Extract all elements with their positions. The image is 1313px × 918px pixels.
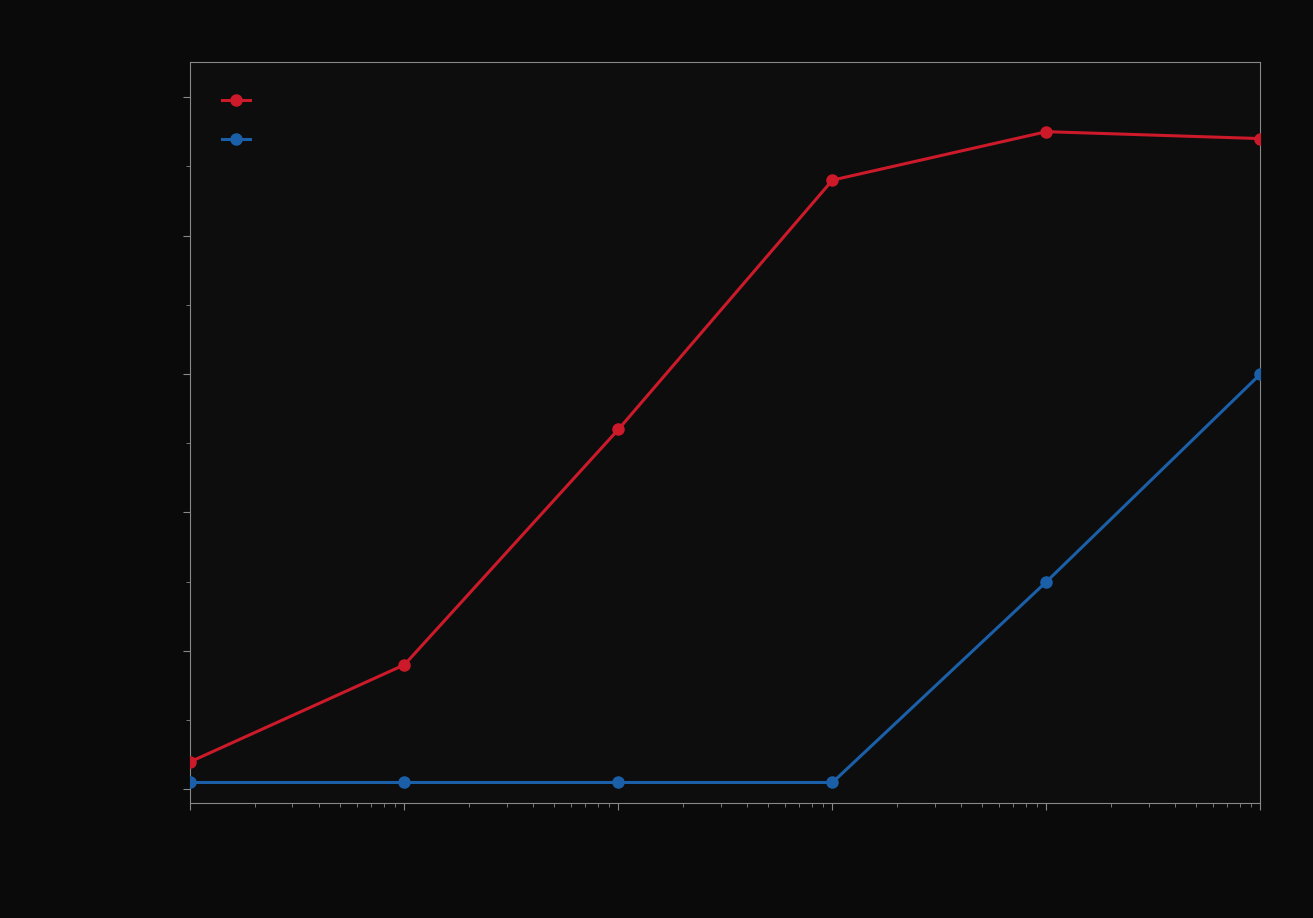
Legend: , : , xyxy=(197,70,280,173)
